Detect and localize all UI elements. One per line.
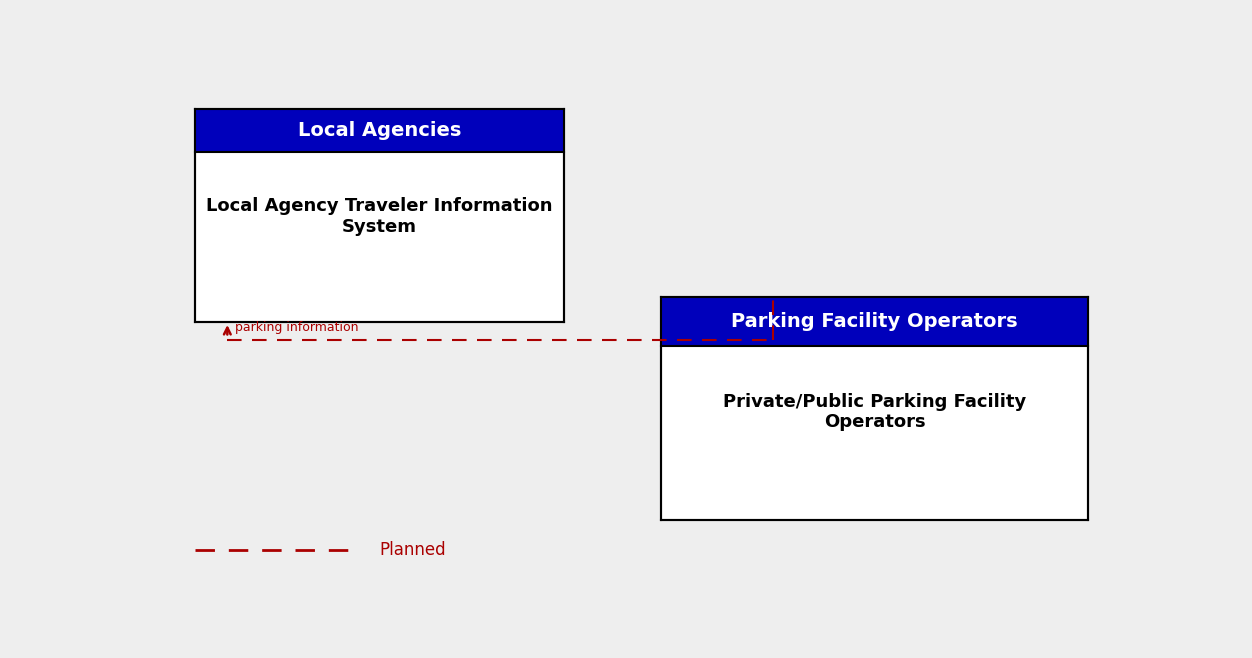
- Text: Private/Public Parking Facility
Operators: Private/Public Parking Facility Operator…: [722, 393, 1027, 432]
- Text: Local Agency Traveler Information
System: Local Agency Traveler Information System: [207, 197, 553, 236]
- Bar: [195, 109, 563, 322]
- Bar: [661, 297, 1088, 520]
- Text: Parking Facility Operators: Parking Facility Operators: [731, 312, 1018, 331]
- Text: parking information: parking information: [235, 321, 358, 334]
- Text: Planned: Planned: [379, 541, 446, 559]
- Text: Local Agencies: Local Agencies: [298, 121, 461, 140]
- Bar: [661, 297, 1088, 346]
- Bar: [195, 109, 563, 152]
